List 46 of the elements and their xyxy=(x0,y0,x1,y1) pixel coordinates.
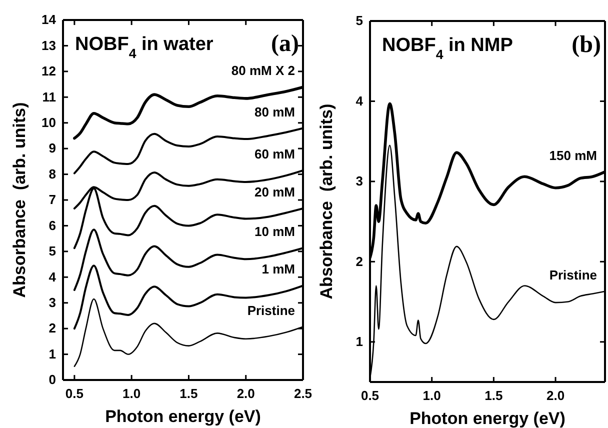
series-label: 80 mM xyxy=(254,104,295,120)
annotation: (b) xyxy=(572,32,601,58)
y-axis-title: Absorbance (arb. units) xyxy=(10,102,29,298)
text: NOBF$_{4}$ in water xyxy=(75,34,214,60)
y-tick-label: 4 xyxy=(48,269,57,284)
y-tick-label: 13 xyxy=(42,38,56,53)
y-tick-label: 6 xyxy=(48,218,56,233)
y-tick-label: 1 xyxy=(356,334,363,350)
series-label: 150 mM xyxy=(549,148,597,163)
legend-label: 60 mM xyxy=(254,146,295,162)
y-tick-label: 8 xyxy=(48,166,56,182)
text: NOBF$_{4}$ in NMP xyxy=(382,35,514,62)
legend-label: Pristine xyxy=(549,267,597,282)
y-tick-label: 5 xyxy=(356,13,363,28)
legend-label: 1 mM xyxy=(262,262,295,277)
x-axis-title: Photon energy (eV) xyxy=(105,407,261,426)
x-axis-title: Photon energy (eV) xyxy=(410,409,566,428)
x-tick-label: 2.0 xyxy=(546,388,565,404)
y-tick-label: 11 xyxy=(42,89,56,104)
x-tick-label: 1.5 xyxy=(180,386,198,402)
x-tick-label: 0.5 xyxy=(65,386,84,402)
x-tick-label: 0.5 xyxy=(360,388,380,404)
y-tick-label: 3 xyxy=(356,174,363,189)
x-tick-label: 1.5 xyxy=(484,388,503,404)
y-tick-label: 10 xyxy=(42,115,56,130)
y-tick-label: 9 xyxy=(48,140,56,156)
y-tick-label: 5 xyxy=(48,244,56,259)
x-tick-label: 2.5 xyxy=(294,386,312,402)
legend-label: 20 mM xyxy=(254,184,295,200)
y-tick-label: 3 xyxy=(48,295,56,310)
y-tick-label: 2 xyxy=(48,320,56,336)
x-tick-label: 2.0 xyxy=(236,386,255,402)
y-tick-label: 0 xyxy=(48,372,56,388)
legend-label: Pristine xyxy=(247,302,295,318)
legend-label: 80 mM X 2 xyxy=(231,63,295,78)
y-tick-label: 7 xyxy=(48,192,56,208)
annotation: (a) xyxy=(271,31,299,57)
x-tick-label: 1.0 xyxy=(122,386,141,402)
y-tick-label: 14 xyxy=(42,12,57,28)
y-axis-title: Absorbance (arb. units) xyxy=(317,104,336,300)
y-tick-label: 1 xyxy=(48,346,56,362)
legend-label: 10 mM xyxy=(254,224,295,240)
x-tick-label: 1.0 xyxy=(422,388,441,404)
y-tick-label: 4 xyxy=(356,93,364,108)
y-tick-label: 2 xyxy=(356,254,363,269)
y-tick-label: 12 xyxy=(42,64,56,79)
